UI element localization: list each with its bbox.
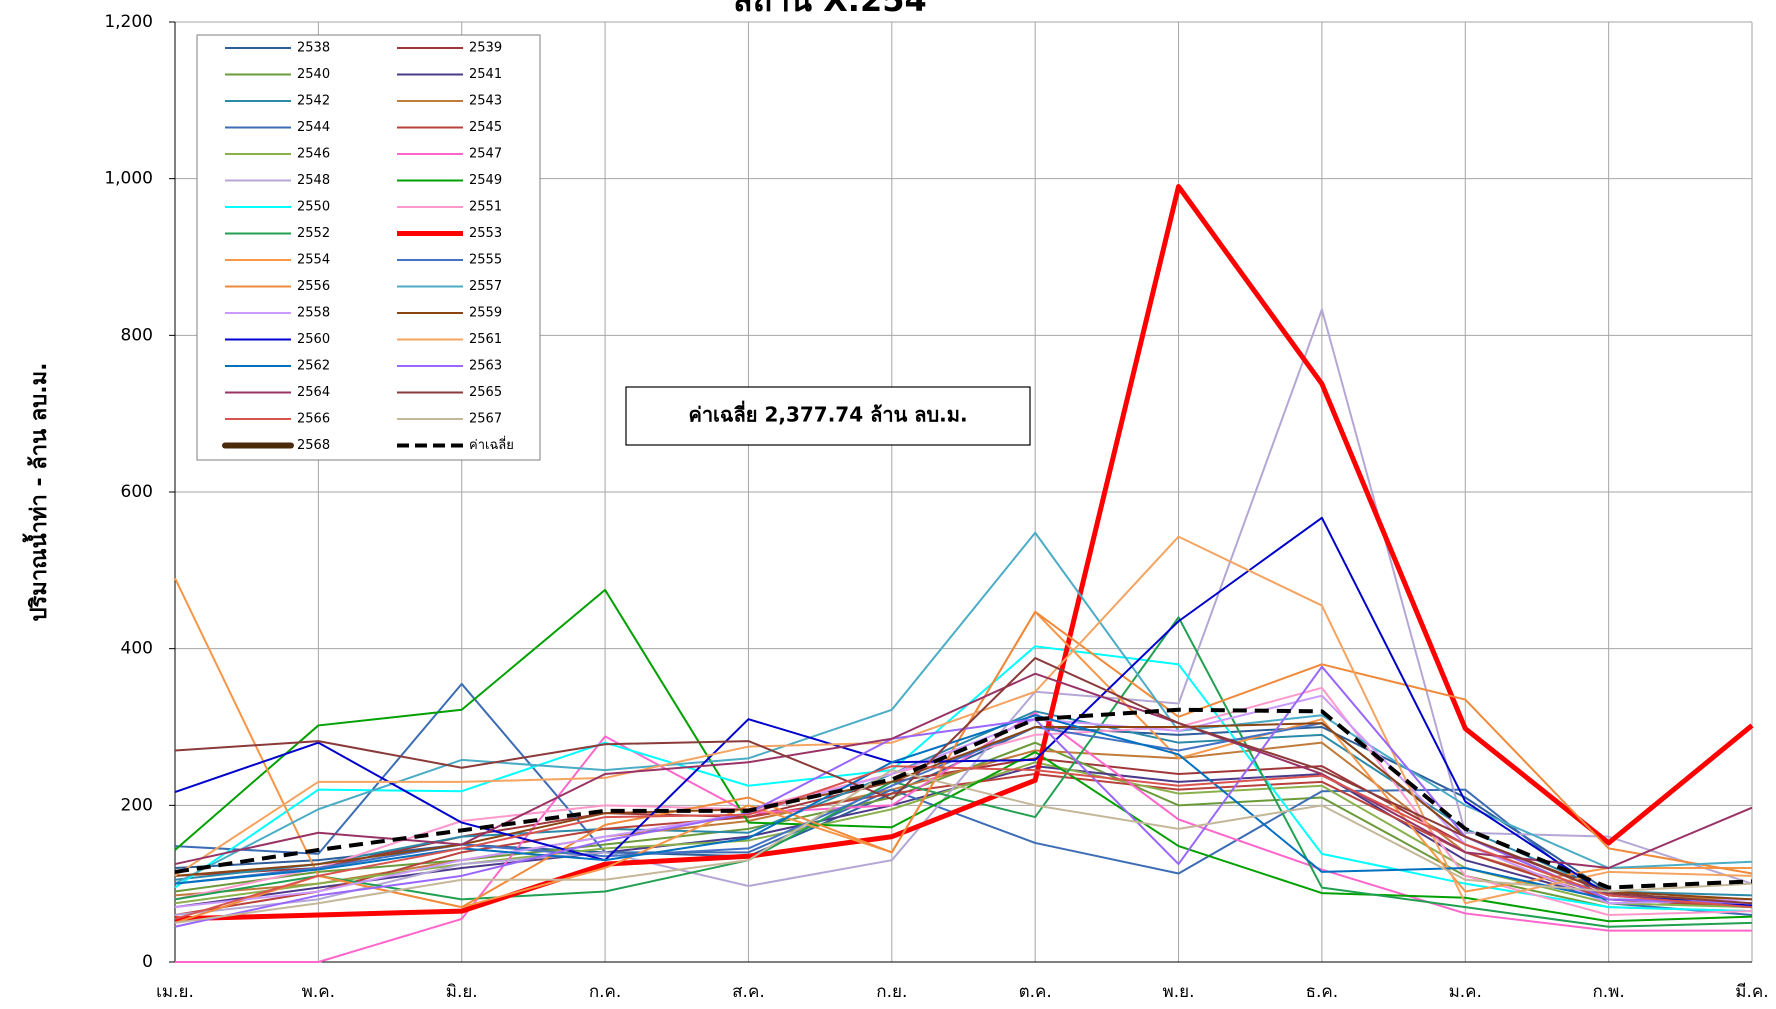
series-line	[174, 707, 1753, 890]
legend-label: 2562	[297, 359, 330, 374]
legend-label: 2560	[297, 332, 330, 347]
x-tick-label: มี.ค.	[1735, 982, 1768, 1002]
y-tick-label: 1,200	[104, 12, 153, 32]
x-tick-label: เม.ย.	[156, 982, 194, 1002]
x-tick-label: ก.ค.	[589, 982, 621, 1002]
legend-label: 2542	[297, 94, 330, 109]
legend-label: 2541	[469, 67, 502, 82]
x-tick-label: ม.ค.	[1449, 982, 1482, 1002]
legend-label: 2540	[297, 67, 330, 82]
legend-label: 2563	[469, 359, 502, 374]
legend-label: ค่าเฉลี่ย	[469, 436, 514, 453]
legend-label: 2552	[297, 226, 330, 241]
series-line	[174, 308, 1753, 916]
chart-title: สถานี X.254	[733, 0, 927, 19]
series-line	[174, 616, 1753, 928]
y-tick-label: 600	[121, 482, 153, 502]
legend-label: 2544	[297, 120, 330, 135]
y-tick-label: 1,000	[104, 169, 153, 189]
legend-label: 2553	[469, 226, 502, 241]
series-line	[174, 765, 1753, 920]
legend-label: 2549	[469, 173, 502, 188]
y-tick-label: 0	[142, 952, 153, 972]
legend-label: 2565	[469, 385, 502, 400]
legend	[196, 34, 541, 461]
x-tick-label: พ.ย.	[1163, 982, 1195, 1002]
series-line	[174, 531, 1753, 885]
legend-label: 2545	[469, 120, 502, 135]
y-tick-label: 800	[121, 325, 153, 345]
series-line	[174, 516, 1753, 907]
legend-label: 2558	[297, 306, 330, 321]
legend-label: 2546	[297, 147, 330, 162]
x-tick-label: ส.ค.	[732, 982, 765, 1002]
x-tick-label: มิ.ย.	[446, 982, 478, 1002]
series-line	[174, 710, 1753, 897]
series-line	[174, 610, 1753, 924]
annotation-box	[625, 386, 1031, 446]
series-line	[174, 672, 1753, 869]
annotation: ค่าเฉลี่ย 2,377.74 ล้าน ลบ.ม.	[688, 400, 967, 427]
legend-label: 2555	[469, 253, 502, 268]
series-line	[174, 588, 1753, 923]
legend-label: 2543	[469, 94, 502, 109]
series-line	[174, 769, 1753, 924]
legend-label: 2538	[297, 41, 330, 56]
legend-label: 2561	[469, 332, 502, 347]
legend-label: 2551	[469, 200, 502, 215]
x-tick-label: ธ.ค.	[1306, 982, 1339, 1002]
y-axis-label: ปริมาณน้ำท่า - ล้าน ลบ.ม.	[22, 363, 52, 622]
legend-label: 2547	[469, 147, 502, 162]
legend-label: 2554	[297, 253, 330, 268]
series-line	[175, 711, 1752, 963]
series-line	[174, 535, 1753, 905]
legend-label: 2550	[297, 200, 330, 215]
y-tick-label: 200	[121, 795, 153, 815]
legend-label: 2557	[469, 279, 502, 294]
series-line	[174, 773, 1753, 916]
legend-label: 2566	[297, 412, 330, 427]
x-tick-label: ก.ย.	[876, 982, 907, 1002]
series-line	[174, 714, 1753, 905]
x-tick-label: พ.ค.	[302, 982, 335, 1002]
series-line	[174, 657, 1753, 905]
legend-label: 2556	[297, 279, 330, 294]
legend-label: 2539	[469, 41, 502, 56]
x-tick-label: ก.พ.	[1592, 982, 1624, 1002]
y-tick-label: 400	[121, 639, 153, 659]
legend-label: 2564	[297, 385, 330, 400]
legend-label: 2567	[469, 412, 502, 427]
series-line	[174, 184, 1754, 922]
legend-label: 2568	[297, 438, 330, 453]
x-tick-label: ต.ค.	[1019, 982, 1052, 1002]
legend-label: 2548	[297, 173, 330, 188]
legend-label: 2559	[469, 306, 502, 321]
